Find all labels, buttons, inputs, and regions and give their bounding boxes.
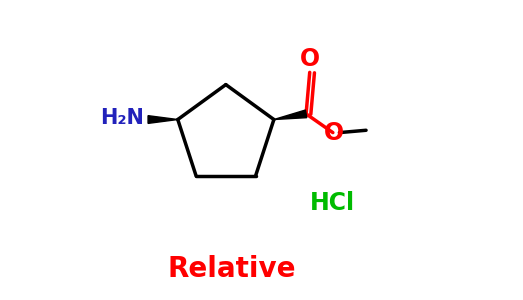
Text: H₂N: H₂N [100,108,144,128]
Text: Relative: Relative [167,255,296,283]
Text: O: O [324,121,344,145]
Polygon shape [274,110,307,119]
Polygon shape [148,116,178,123]
Text: HCl: HCl [310,191,356,215]
Text: O: O [300,47,320,71]
